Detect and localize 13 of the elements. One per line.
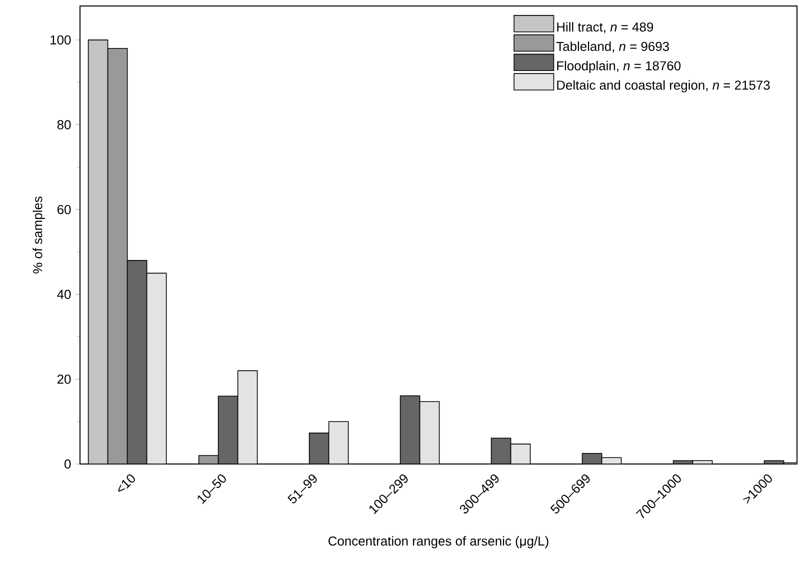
x-tick-label: <10: [118, 474, 135, 492]
legend-label: Deltaic and coastal region, n = 21573: [557, 80, 770, 92]
y-tick-label: 80: [57, 120, 71, 130]
y-axis-title: % of samples: [32, 196, 45, 274]
legend-label: Tableland, n = 9693: [556, 41, 669, 53]
y-tick-label: 0: [64, 459, 71, 469]
x-axis-title: Concentration ranges of arsenic (μg/L): [328, 536, 548, 548]
legend-label: Hill tract, n = 489: [557, 22, 654, 34]
y-tick-label: 100: [50, 35, 71, 45]
y-tick-label: 40: [57, 290, 71, 299]
y-tick-label: 20: [57, 374, 71, 384]
y-tick-label: 60: [57, 204, 71, 214]
legend-label: Floodplain, n = 18760: [557, 60, 681, 73]
